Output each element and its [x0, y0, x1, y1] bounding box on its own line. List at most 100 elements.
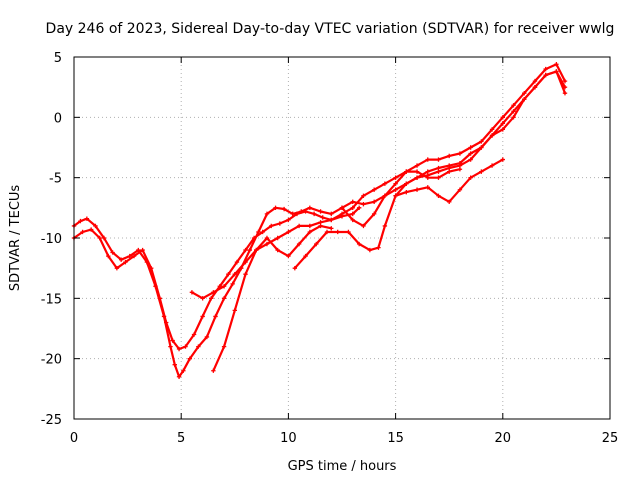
- data-point: [307, 205, 313, 211]
- data-point: [543, 72, 548, 78]
- data-point: [277, 221, 283, 226]
- data-point: [200, 314, 205, 319]
- data-point: [554, 62, 559, 67]
- data-point: [318, 223, 323, 229]
- data-point: [511, 103, 516, 108]
- data-point: [335, 229, 340, 235]
- series-track-4: [211, 223, 334, 373]
- grid: [74, 57, 610, 419]
- data-point: [176, 346, 182, 352]
- data-point: [176, 374, 182, 379]
- data-point: [221, 284, 227, 289]
- data-point: [382, 181, 388, 186]
- series-track-5: [292, 69, 568, 271]
- x-axis-label: GPS time / hours: [288, 459, 397, 474]
- data-point: [114, 265, 120, 271]
- series-line: [340, 168, 461, 227]
- data-point: [479, 169, 484, 174]
- data-point: [329, 217, 334, 223]
- data-point: [414, 169, 420, 174]
- y-tick-label: 0: [54, 111, 62, 126]
- data-point: [329, 211, 334, 217]
- data-point: [320, 215, 325, 220]
- data-point: [361, 202, 366, 207]
- data-point: [131, 253, 137, 259]
- data-point: [232, 272, 237, 277]
- series-line: [190, 206, 361, 300]
- data-point: [447, 153, 452, 159]
- data-point: [183, 344, 188, 349]
- data-point: [361, 223, 366, 229]
- data-point: [346, 229, 351, 235]
- data-point: [361, 193, 366, 198]
- data-point: [371, 211, 377, 217]
- data-point: [511, 109, 516, 114]
- data-point: [350, 199, 355, 204]
- y-tick-label: -10: [41, 232, 62, 247]
- data-point: [264, 235, 270, 241]
- data-point: [414, 187, 420, 192]
- data-point: [123, 259, 128, 265]
- data-point: [247, 247, 253, 253]
- data-point: [425, 157, 430, 162]
- x-tick-label: 0: [70, 431, 78, 446]
- data-point: [314, 241, 319, 247]
- data-point: [80, 229, 85, 235]
- data-point: [213, 314, 218, 319]
- data-point: [294, 211, 300, 217]
- data-point: [376, 245, 381, 250]
- data-point: [303, 209, 308, 214]
- data-point: [350, 205, 355, 211]
- data-point: [256, 229, 261, 235]
- data-point: [191, 332, 197, 337]
- data-point: [97, 235, 102, 241]
- data-point: [404, 189, 409, 195]
- x-tick-label: 25: [602, 431, 619, 446]
- data-point: [163, 320, 169, 325]
- data-point: [367, 247, 373, 253]
- data-point: [189, 290, 195, 295]
- data-point: [221, 296, 227, 301]
- data-point: [436, 157, 441, 162]
- data-point: [106, 253, 111, 259]
- data-point: [296, 241, 302, 247]
- data-point: [339, 214, 345, 219]
- data-point: [489, 133, 495, 138]
- axis-ticks: 0 5 10 15 20 25 5 0 -5 -10 -15 -20 -25: [41, 51, 619, 446]
- data-point: [286, 253, 291, 259]
- data-point: [356, 241, 362, 247]
- data-point: [204, 334, 210, 340]
- data-point: [393, 175, 398, 180]
- data-point: [554, 69, 559, 74]
- data-point: [281, 206, 287, 212]
- data-point: [393, 187, 398, 192]
- y-tick-label: 5: [54, 51, 62, 66]
- y-axis-label: SDTVAR / TECUs: [8, 185, 23, 292]
- data-point: [172, 362, 177, 367]
- data-point: [350, 211, 355, 217]
- data-point: [157, 296, 162, 301]
- data-point: [468, 157, 473, 162]
- data-point: [382, 193, 388, 198]
- data-point: [489, 163, 495, 168]
- data-point: [168, 344, 173, 349]
- data-point: [136, 247, 141, 253]
- data-point: [339, 205, 345, 211]
- data-point: [296, 223, 302, 229]
- data-point: [264, 241, 270, 247]
- data-point: [543, 66, 548, 72]
- data-point: [436, 169, 441, 174]
- series-track-6: [339, 167, 463, 229]
- series-track-3: [189, 205, 362, 301]
- data-point: [226, 272, 231, 277]
- data-point: [414, 175, 420, 180]
- data-point: [127, 253, 132, 259]
- y-tick-label: -15: [41, 292, 62, 307]
- data-point: [243, 247, 248, 253]
- data-point: [275, 247, 280, 253]
- x-tick-label: 15: [387, 431, 404, 446]
- data-point: [489, 127, 495, 132]
- data-point: [303, 253, 308, 259]
- data-point: [511, 115, 516, 120]
- data-point: [101, 235, 107, 241]
